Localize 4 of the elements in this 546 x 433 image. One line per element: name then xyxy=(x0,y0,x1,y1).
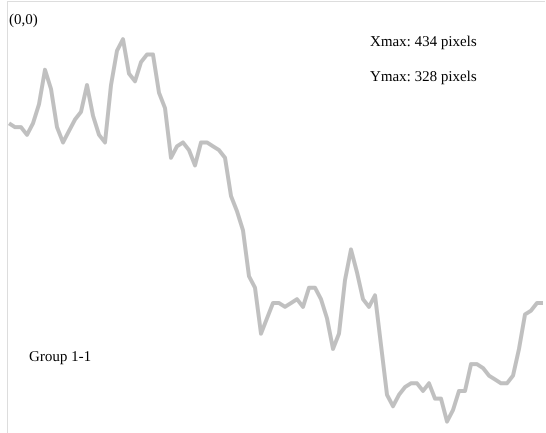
annotation: Xmax: 434 pixels xyxy=(370,34,477,50)
annotation: Ymax: 328 pixels xyxy=(370,69,477,85)
text: (0,0) xyxy=(9,12,38,28)
annotation: Group 1-1 xyxy=(29,349,92,365)
